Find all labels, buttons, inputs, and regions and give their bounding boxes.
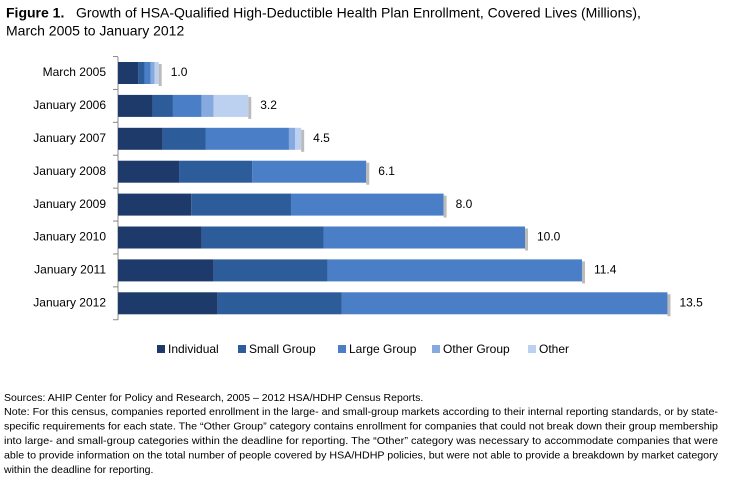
total-label: 11.4 [594, 263, 617, 277]
total-label: 1.0 [171, 65, 188, 79]
bar-segment [201, 226, 324, 249]
bar-segment [118, 160, 180, 183]
legend-swatch [528, 345, 536, 353]
total-label: 6.1 [378, 164, 395, 178]
legend-label: Individual [168, 342, 219, 356]
total-label: 3.2 [260, 98, 277, 112]
bar-segment [323, 226, 525, 249]
bar-segment [118, 62, 139, 84]
bar-segment [205, 127, 289, 150]
bar-segment [118, 127, 163, 150]
note-line: into large- and small-group categories w… [4, 435, 718, 447]
bar-segment [290, 193, 444, 216]
figure-label: Figure 1. [6, 5, 64, 21]
bar-shadow [301, 129, 305, 152]
note-line: able to provide information on the total… [4, 449, 719, 461]
bar-shadow [525, 228, 528, 251]
bar-segment [150, 62, 155, 84]
bar-segment [162, 127, 206, 150]
legend-label: Small Group [249, 342, 316, 356]
total-label: 4.5 [313, 131, 330, 145]
bar-shadow [581, 261, 585, 284]
y-tick-label: January 2011 [34, 263, 106, 277]
bar-segment [118, 226, 202, 249]
bar-segment [213, 94, 249, 117]
note-line: specific requirements for each state. Th… [4, 420, 718, 432]
bar-segment [118, 259, 214, 282]
bar-segment [252, 160, 367, 183]
y-tick-label: January 2007 [33, 131, 106, 145]
bar-segment [172, 94, 202, 117]
total-label: 13.5 [679, 295, 703, 309]
bar-segment [288, 127, 296, 150]
note-line: within the deadline for reporting. [3, 464, 153, 476]
sources: Sources: AHIP Center for Policy and Rese… [4, 392, 423, 404]
bar-segment [152, 94, 173, 117]
y-tick-label: January 2009 [33, 197, 106, 211]
legend-label: Other [539, 342, 569, 356]
legend-swatch [157, 345, 165, 353]
chart-title: March 2005 to January 2012 [6, 23, 184, 39]
total-label: 8.0 [456, 197, 473, 211]
y-tick-label: January 2012 [33, 295, 106, 309]
bar-segment [295, 127, 302, 150]
y-tick-label: January 2006 [33, 98, 106, 112]
legend-label: Large Group [349, 342, 417, 356]
bar-segment [201, 94, 214, 117]
bar-segment [217, 292, 342, 315]
bar-segment [118, 193, 192, 216]
bar-segment [118, 94, 153, 117]
bar-shadow [366, 162, 370, 185]
bar-segment [118, 292, 218, 315]
bar-segment [179, 160, 253, 183]
bar-shadow [443, 195, 447, 218]
bar-shadow [667, 294, 671, 317]
legend-swatch [338, 345, 346, 353]
legend-swatch [238, 345, 246, 353]
bar-segment [213, 259, 328, 282]
bar-segment [327, 259, 582, 282]
legend-swatch [432, 345, 440, 353]
bar-segment [341, 292, 668, 315]
bar-segment [138, 62, 145, 84]
y-tick-label: January 2010 [33, 230, 106, 244]
bar-segment [191, 193, 291, 216]
legend-label: Other Group [443, 342, 510, 356]
bar-shadow [158, 64, 162, 86]
bar-segment [144, 62, 151, 84]
y-tick-label: March 2005 [43, 65, 107, 79]
bar-segment [154, 62, 159, 84]
y-tick-label: January 2008 [33, 164, 106, 178]
total-label: 10.0 [537, 230, 561, 244]
note-line: Note: For this census, companies reporte… [4, 406, 718, 418]
bar-shadow [248, 96, 252, 119]
chart-title: Growth of HSA-Qualified High-Deductible … [76, 5, 641, 21]
